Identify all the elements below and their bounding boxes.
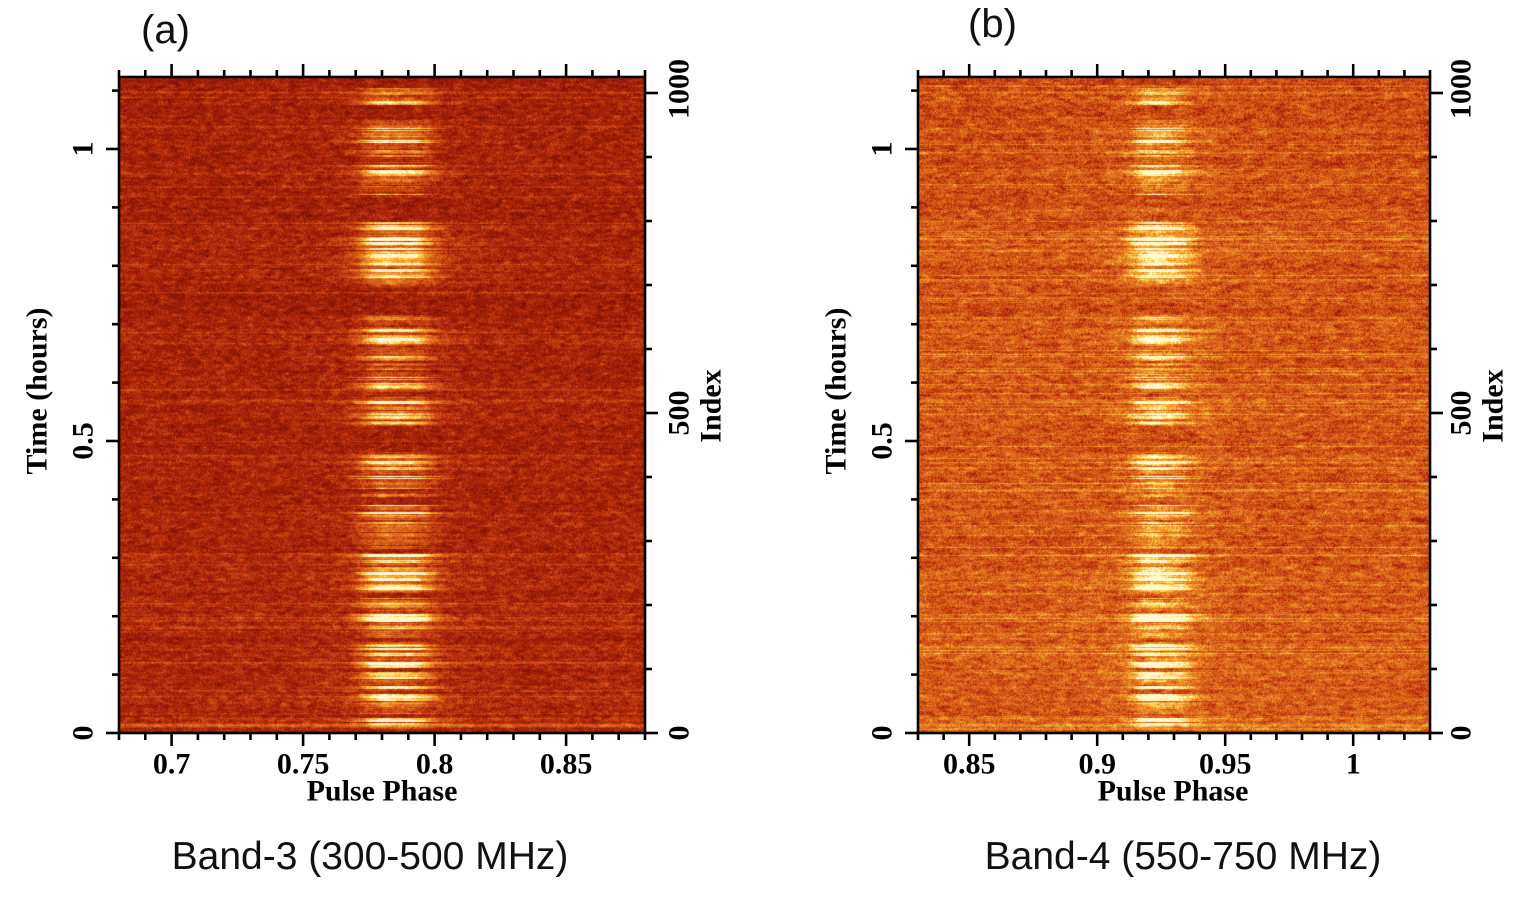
svg-text:0.5: 0.5 — [866, 422, 899, 460]
svg-text:Time (hours): Time (hours) — [820, 308, 853, 475]
svg-text:1000: 1000 — [663, 59, 696, 119]
svg-text:1: 1 — [67, 142, 100, 157]
svg-text:0: 0 — [663, 726, 696, 741]
svg-text:1: 1 — [1346, 748, 1361, 781]
svg-text:Pulse Phase: Pulse Phase — [307, 775, 458, 808]
svg-text:Pulse Phase: Pulse Phase — [1098, 775, 1249, 808]
svg-text:0: 0 — [866, 726, 899, 741]
svg-text:Index: Index — [1477, 369, 1510, 442]
svg-text:0.75: 0.75 — [277, 748, 330, 781]
svg-text:500: 500 — [663, 391, 696, 436]
svg-text:0.9: 0.9 — [1078, 748, 1116, 781]
svg-text:Time (hours): Time (hours) — [21, 308, 54, 475]
svg-text:0: 0 — [1445, 726, 1478, 741]
svg-text:0.8: 0.8 — [416, 748, 454, 781]
svg-text:0.5: 0.5 — [67, 422, 100, 460]
svg-text:Index: Index — [695, 369, 728, 442]
svg-text:0.7: 0.7 — [153, 748, 191, 781]
svg-text:0.85: 0.85 — [943, 748, 996, 781]
svg-text:0: 0 — [67, 726, 100, 741]
svg-text:500: 500 — [1445, 391, 1478, 436]
svg-text:0.95: 0.95 — [1199, 748, 1252, 781]
svg-text:1: 1 — [866, 142, 899, 157]
svg-text:1000: 1000 — [1445, 59, 1478, 119]
svg-text:0.85: 0.85 — [540, 748, 593, 781]
